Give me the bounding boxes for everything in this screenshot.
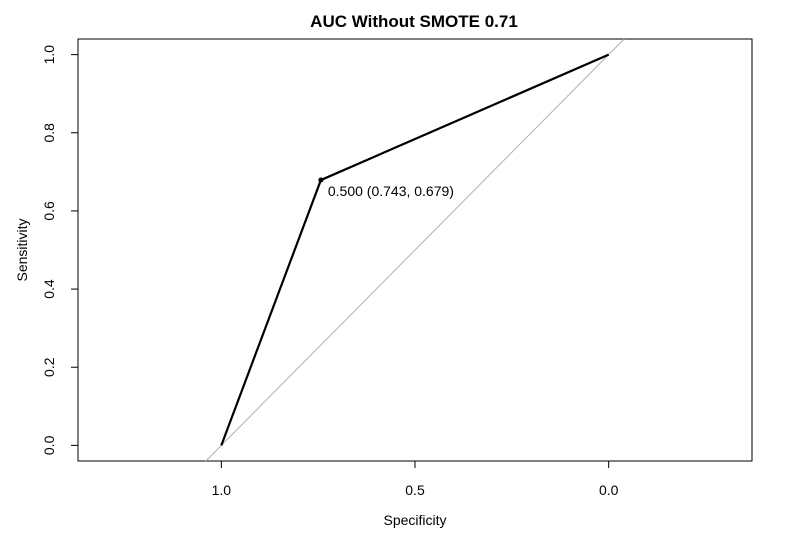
x-tick-label: 1.0 xyxy=(212,482,232,498)
y-tick-label: 0.2 xyxy=(41,357,57,377)
plot-area: 0.500 (0.743, 0.679) xyxy=(205,38,625,462)
y-axis: 0.0 0.2 0.4 0.6 0.8 1.0 xyxy=(41,45,78,455)
y-tick-label: 0.4 xyxy=(41,279,57,299)
y-tick-label: 0.6 xyxy=(41,201,57,221)
x-tick-label: 0.0 xyxy=(599,482,619,498)
threshold-point xyxy=(318,177,324,183)
x-axis-label: Specificity xyxy=(383,512,446,528)
threshold-annotation: 0.500 (0.743, 0.679) xyxy=(328,183,454,199)
x-axis: 1.0 0.5 0.0 xyxy=(212,461,619,498)
reference-diagonal-line xyxy=(205,38,625,462)
x-tick-label: 0.5 xyxy=(405,482,425,498)
y-tick-label: 0.8 xyxy=(41,123,57,143)
y-axis-label: Sensitivity xyxy=(14,218,30,281)
y-tick-label: 1.0 xyxy=(41,45,57,65)
y-tick-label: 0.0 xyxy=(41,435,57,455)
chart-title: AUC Without SMOTE 0.71 xyxy=(310,12,518,31)
